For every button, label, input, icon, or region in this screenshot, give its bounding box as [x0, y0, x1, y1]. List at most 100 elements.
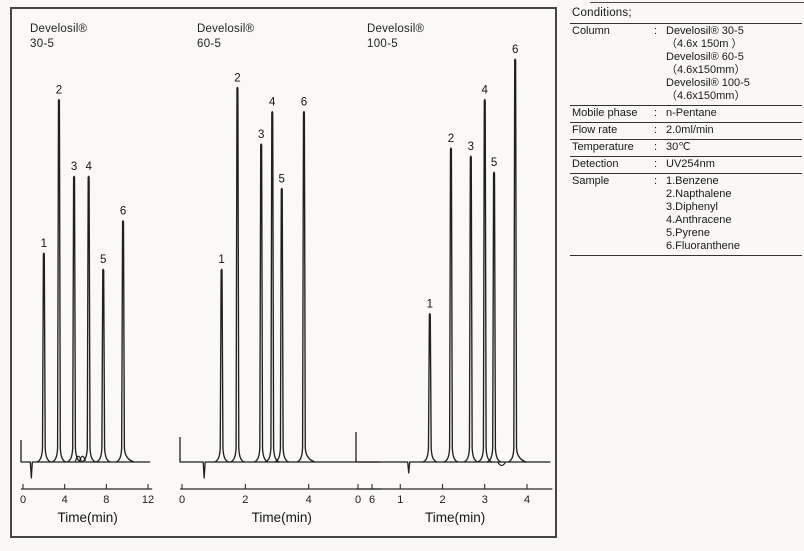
x-tick-label: 8 [103, 494, 109, 506]
condition-row-detection: Detection : UV254nm [570, 157, 802, 174]
x-tick-label: 12 [142, 494, 154, 506]
peak-anthracene-100-5 [477, 98, 493, 463]
peak-napthalene-100-5 [443, 147, 459, 463]
condition-label: Mobile phase [572, 107, 638, 119]
peak-label: 3 [468, 141, 474, 153]
x-tick-label: 2 [439, 494, 445, 506]
condition-row-flow-rate: Flow rate : 2.0ml/min [570, 123, 802, 140]
peak-label: 3 [71, 161, 77, 173]
x-tick-label: 1 [397, 494, 403, 506]
panel-title-brand: Develosil® [367, 23, 425, 35]
peak-napthalene-60-5 [230, 86, 245, 463]
x-tick-label: 0 [179, 494, 185, 506]
condition-row-sample: Sample : 1.Benzene 2.Napthalene 3.Diphen… [570, 174, 802, 256]
peak-label: 6 [120, 206, 126, 218]
peak-label: 1 [218, 254, 224, 266]
peak-pyrene-30-5 [95, 268, 111, 463]
x-tick-label: 3 [482, 494, 488, 506]
peak-label: 4 [482, 84, 489, 96]
time-axis-label: Time(min) [57, 510, 117, 525]
condition-value-line: Develosil® 100-5 [666, 77, 750, 89]
baseline-dip [497, 461, 507, 467]
peak-benzene-100-5 [422, 313, 438, 463]
condition-value-line: （4.6x150mm） [666, 64, 746, 76]
peak-diphenyl-100-5 [463, 155, 479, 463]
condition-row-mobile-phase: Mobile phase : n-Pentane [570, 106, 802, 123]
condition-label: Column [572, 25, 610, 37]
condition-separator: : [654, 175, 658, 187]
x-tick-label: 4 [524, 494, 530, 506]
condition-value-line: 3.Diphenyl [666, 201, 718, 213]
peak-label: 6 [301, 97, 307, 109]
time-axis-label: Time(min) [425, 510, 485, 525]
conditions-title: Conditions; [570, 5, 802, 24]
peak-label: 5 [491, 157, 497, 169]
panel-title-brand: Develosil® [197, 23, 255, 35]
panel-title-brand: Develosil® [30, 23, 88, 35]
panel-title-100-5: Develosil® 100-5 [367, 22, 424, 52]
condition-value-line: （4.6x150mm） [666, 90, 746, 102]
trace-baseline-100-5 [355, 432, 551, 474]
peak-label: 2 [234, 72, 240, 84]
peak-benzene-30-5 [36, 252, 52, 463]
peak-anthracene-60-5 [264, 111, 280, 463]
condition-value-line: Develosil® 60-5 [666, 51, 744, 63]
condition-label: Sample [572, 175, 610, 187]
condition-value-line: 5.Pyrene [666, 227, 711, 239]
peak-diphenyl-30-5 [66, 175, 82, 463]
condition-row-column: Column : Develosil® 30-5 （4.6x 150m ） De… [570, 24, 802, 106]
peak-fluoranthene-60-5 [296, 111, 316, 463]
x-tick-label: 0 [20, 494, 26, 506]
condition-value-line: 2.Napthalene [666, 188, 732, 200]
condition-value-line: 2.0ml/min [666, 124, 714, 136]
condition-value-line: 6.Fluoranthene [666, 240, 740, 252]
condition-row-temperature: Temperature : 30℃ [570, 140, 802, 157]
panel-title-60-5: Develosil® 60-5 [197, 22, 254, 52]
condition-label: Temperature [572, 141, 634, 153]
time-axis-label: Time(min) [252, 510, 312, 525]
peak-anthracene-30-5 [81, 175, 96, 463]
condition-label: Detection [572, 158, 619, 170]
condition-value-line: 1.Benzene [666, 175, 719, 187]
x-tick-label: 2 [242, 494, 248, 506]
condition-value-line: 30℃ [666, 141, 691, 153]
peak-label: 2 [448, 133, 454, 145]
x-tick-label: 4 [62, 494, 68, 506]
condition-value: Develosil® 30-5 （4.6x 150m ） Develosil® … [666, 25, 802, 103]
panel-title-grade: 60-5 [197, 38, 222, 50]
condition-value: 1.Benzene 2.Napthalene 3.Diphenyl 4.Anth… [666, 175, 802, 253]
condition-separator: : [654, 25, 658, 37]
peak-label: 5 [100, 254, 106, 266]
condition-value: n-Pentane [666, 107, 802, 120]
peak-label: 1 [41, 238, 47, 250]
trace-baseline-60-5 [179, 437, 380, 479]
peak-pyrene-60-5 [274, 187, 290, 463]
x-tick-label: 0 [355, 494, 361, 506]
peak-fluoranthene-100-5 [507, 58, 527, 463]
peak-label: 3 [258, 129, 264, 141]
peak-napthalene-30-5 [51, 98, 67, 463]
peak-label: 4 [85, 161, 92, 173]
condition-value-line: Develosil® 30-5 [666, 25, 744, 37]
peak-label: 1 [427, 299, 433, 311]
peak-label: 2 [56, 84, 62, 96]
x-tick-label: 6 [369, 494, 375, 506]
peak-diphenyl-60-5 [253, 143, 269, 463]
peak-fluoranthene-30-5 [115, 220, 135, 463]
conditions-table: Conditions; Column : Develosil® 30-5 （4.… [570, 5, 802, 256]
condition-value: UV254nm [666, 158, 802, 171]
peak-label: 5 [279, 173, 285, 185]
conditions-top-rule [590, 2, 804, 3]
condition-separator: : [654, 141, 658, 153]
condition-separator: : [654, 124, 658, 136]
peak-label: 6 [512, 44, 518, 56]
condition-value: 30℃ [666, 141, 802, 154]
condition-value-line: n-Pentane [666, 107, 717, 119]
x-tick-label: 4 [306, 494, 312, 506]
condition-separator: : [654, 107, 658, 119]
peak-pyrene-100-5 [486, 171, 502, 463]
condition-label: Flow rate [572, 124, 618, 136]
peak-benzene-60-5 [214, 268, 229, 463]
